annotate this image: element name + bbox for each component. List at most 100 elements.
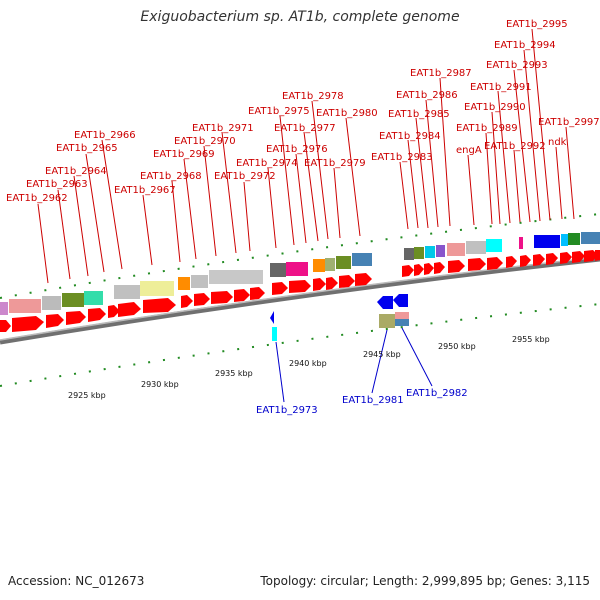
gene-arrow [118, 302, 141, 317]
gene-bar [191, 275, 208, 288]
gene-label[interactable]: engA [456, 145, 482, 156]
gene-bar [352, 253, 372, 266]
gene-bar [270, 263, 286, 277]
gene-bar [447, 243, 465, 256]
gene-label[interactable]: EAT1b_2966 [74, 130, 136, 141]
gene-label[interactable]: EAT1b_2993 [486, 60, 548, 71]
kbp-label: 2950 kbp [438, 342, 476, 351]
gene-bar [395, 312, 409, 319]
gene-label[interactable]: EAT1b_2963 [26, 179, 88, 190]
gene-arrow [211, 291, 233, 304]
gene-label[interactable]: EAT1b_2991 [470, 82, 532, 93]
gene-label[interactable]: EAT1b_2982 [406, 388, 468, 399]
gene-label[interactable]: EAT1b_2992 [484, 141, 546, 152]
gene-bar [9, 299, 41, 313]
gene-label[interactable]: EAT1b_2978 [282, 91, 344, 102]
gene-label[interactable]: EAT1b_2971 [192, 123, 254, 134]
gene-label[interactable]: EAT1b_2995 [506, 19, 568, 30]
gene-label[interactable]: EAT1b_2973 [256, 405, 318, 416]
kbp-label: 2955 kbp [512, 335, 550, 344]
gene-arrow [355, 273, 372, 286]
accession-text: Accession: NC_012673 [8, 574, 145, 588]
gene-label[interactable]: EAT1b_2987 [410, 68, 472, 79]
gene-arrow [424, 263, 434, 275]
gene-arrow [520, 255, 531, 267]
gene-bar [568, 233, 580, 245]
gene-label[interactable]: EAT1b_2981 [342, 395, 404, 406]
gene-label[interactable]: EAT1b_2974 [236, 158, 298, 169]
gene-bar [404, 248, 414, 260]
kbp-scale: 2925 kbp 2930 kbp 2935 kbp 2940 kbp 2945… [68, 335, 550, 400]
gene-bar [336, 256, 351, 269]
gene-label[interactable]: EAT1b_2990 [464, 102, 526, 113]
top-gene-labels: EAT1b_2962 EAT1b_2963 EAT1b_2964 EAT1b_2… [6, 19, 600, 204]
gene-bar [84, 291, 103, 305]
gene-label[interactable]: EAT1b_2989 [456, 123, 518, 134]
gene-bar [62, 293, 84, 307]
gene-bar [0, 302, 8, 315]
gene-label[interactable]: EAT1b_2965 [56, 143, 118, 154]
gene-label[interactable]: EAT1b_2979 [304, 158, 366, 169]
gene-arrow [414, 264, 424, 276]
gene-label[interactable]: EAT1b_2962 [6, 193, 68, 204]
gene-arrow [487, 257, 503, 270]
kbp-label: 2945 kbp [363, 350, 401, 359]
gene-arrow [143, 298, 176, 313]
reverse-genes [270, 294, 409, 341]
gene-label[interactable]: EAT1b_2964 [45, 166, 107, 177]
gene-label[interactable]: EAT1b_2976 [266, 144, 328, 155]
gene-bar [286, 262, 308, 276]
gene-bar [272, 327, 277, 341]
gene-bar [114, 285, 140, 299]
gene-arrow [234, 289, 250, 302]
gene-arrow [66, 311, 86, 325]
gene-bar [140, 281, 174, 296]
gene-bar [178, 277, 190, 290]
gene-bar [425, 246, 435, 258]
gene-bar [313, 259, 325, 272]
reverse-arrow [270, 311, 274, 324]
gene-arrow [250, 287, 265, 300]
gene-label[interactable]: EAT1b_2997 [538, 117, 600, 128]
gene-label[interactable]: EAT1b_2985 [388, 109, 450, 120]
gene-arrow [560, 252, 572, 264]
gene-label[interactable]: EAT1b_2977 [274, 123, 336, 134]
gene-label[interactable]: EAT1b_2986 [396, 90, 458, 101]
gene-bar [395, 319, 409, 326]
gene-label[interactable]: EAT1b_2968 [140, 171, 202, 182]
topology-summary: Topology: circular; Length: 2,999,895 bp… [260, 574, 590, 588]
gene-label[interactable]: EAT1b_2969 [153, 149, 215, 160]
gene-arrow [289, 280, 311, 293]
kbp-label: 2940 kbp [289, 359, 327, 368]
gene-arrow [326, 277, 338, 290]
gene-arrow [108, 305, 120, 318]
gene-label[interactable]: EAT1b_2975 [248, 106, 310, 117]
gene-label[interactable]: EAT1b_2984 [379, 131, 441, 142]
gene-label[interactable]: EAT1b_2994 [494, 40, 556, 51]
gene-label[interactable]: EAT1b_2980 [316, 108, 378, 119]
gene-arrow [339, 275, 355, 288]
kbp-label: 2930 kbp [141, 380, 179, 389]
gene-bar [414, 247, 424, 259]
gene-bar [561, 234, 568, 246]
kbp-label: 2935 kbp [215, 369, 253, 378]
gene-bar [581, 232, 600, 244]
gene-label[interactable]: ndk [548, 137, 567, 148]
genome-backbone [0, 256, 600, 345]
gene-label[interactable]: EAT1b_2970 [174, 136, 236, 147]
map-title: Exiguobacterium sp. AT1b, complete genom… [140, 9, 460, 25]
forward-gene-arrows [0, 250, 600, 332]
gene-label[interactable]: EAT1b_2972 [214, 171, 276, 182]
gene-arrow [402, 265, 414, 277]
top-label-lines [37, 28, 575, 284]
gene-arrow [448, 260, 465, 273]
bottom-label-lines [275, 327, 433, 403]
gene-label[interactable]: EAT1b_2967 [114, 185, 176, 196]
gene-arrow [434, 262, 445, 274]
gene-arrow [272, 282, 288, 295]
gene-label[interactable]: EAT1b_2983 [371, 152, 433, 163]
gene-arrow [12, 316, 44, 332]
gene-arrow [194, 293, 210, 306]
